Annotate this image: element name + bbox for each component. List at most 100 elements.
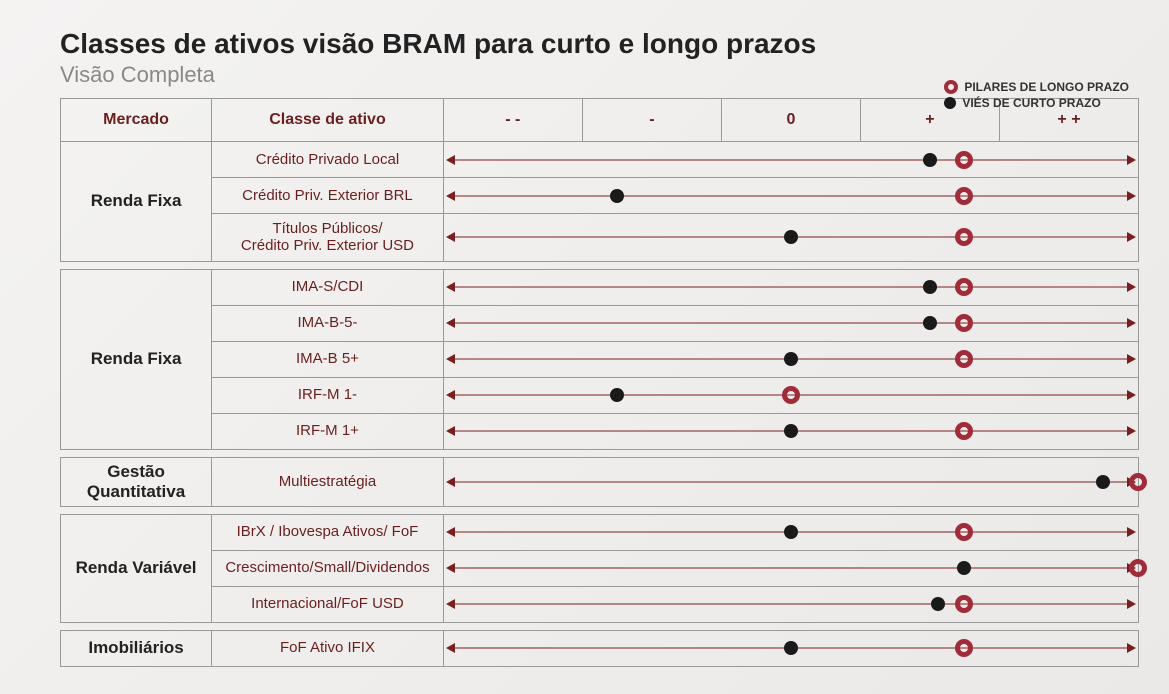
- table-row: Renda VariávelIBrX / Ibovespa Ativos/ Fo…: [61, 514, 1139, 550]
- long-term-ring: [955, 523, 973, 541]
- short-term-dot: [784, 525, 798, 539]
- arrow-right-icon: [1127, 232, 1136, 242]
- short-term-dot: [784, 424, 798, 438]
- mercado-cell: Gestão Quantitativa: [61, 457, 212, 506]
- classe-cell: IBrX / Ibovespa Ativos/ FoF: [212, 514, 444, 550]
- long-term-ring: [955, 595, 973, 613]
- mercado-cell: Renda Fixa: [61, 142, 212, 262]
- classe-cell: IRF-M 1+: [212, 413, 444, 449]
- legend: PILARES DE LONGO PRAZO VIÉS DE CURTO PRA…: [944, 80, 1129, 112]
- dot-icon: [944, 97, 956, 109]
- axis-cell: [443, 550, 1138, 586]
- table-row: Crescimento/Small/Dividendos: [61, 550, 1139, 586]
- axis-cell: [443, 178, 1138, 214]
- classe-cell: Crédito Privado Local: [212, 142, 444, 178]
- axis-cell: [443, 269, 1138, 305]
- long-term-ring: [955, 151, 973, 169]
- arrow-right-icon: [1127, 599, 1136, 609]
- long-term-ring: [955, 314, 973, 332]
- long-term-ring: [1129, 473, 1147, 491]
- legend-dot-label: VIÉS DE CURTO PRAZO: [962, 96, 1100, 110]
- arrow-left-icon: [446, 390, 455, 400]
- table-row: Crédito Priv. Exterior BRL: [61, 178, 1139, 214]
- long-term-ring: [782, 386, 800, 404]
- ring-icon: [944, 80, 958, 94]
- arrow-left-icon: [446, 527, 455, 537]
- long-term-ring: [955, 278, 973, 296]
- classe-cell: IRF-M 1-: [212, 377, 444, 413]
- arrow-left-icon: [446, 643, 455, 653]
- short-term-dot: [923, 316, 937, 330]
- short-term-dot: [784, 230, 798, 244]
- long-term-ring: [955, 350, 973, 368]
- classe-cell: Multiestratégia: [212, 457, 444, 506]
- arrow-left-icon: [446, 354, 455, 364]
- short-term-dot: [957, 561, 971, 575]
- arrow-left-icon: [446, 426, 455, 436]
- long-term-ring: [955, 228, 973, 246]
- long-term-ring: [1129, 559, 1147, 577]
- arrow-left-icon: [446, 155, 455, 165]
- col-scale-2: 0: [721, 99, 860, 142]
- table-row: Internacional/FoF USD: [61, 586, 1139, 622]
- axis-cell: [443, 586, 1138, 622]
- arrow-right-icon: [1127, 643, 1136, 653]
- long-term-ring: [955, 422, 973, 440]
- arrow-left-icon: [446, 477, 455, 487]
- short-term-dot: [784, 352, 798, 366]
- classe-cell: IMA-S/CDI: [212, 269, 444, 305]
- axis-cell: [443, 630, 1138, 666]
- table-row: Renda FixaIMA-S/CDI: [61, 269, 1139, 305]
- short-term-dot: [784, 641, 798, 655]
- classe-cell: Internacional/FoF USD: [212, 586, 444, 622]
- classe-cell: FoF Ativo IFIX: [212, 630, 444, 666]
- axis-cell: [443, 341, 1138, 377]
- arrow-left-icon: [446, 191, 455, 201]
- legend-ring-label: PILARES DE LONGO PRAZO: [964, 80, 1129, 94]
- table-row: Títulos Públicos/Crédito Priv. Exterior …: [61, 214, 1139, 262]
- col-scale-0: - -: [443, 99, 582, 142]
- mercado-cell: Renda Fixa: [61, 269, 212, 449]
- classe-cell: IMA-B-5-: [212, 305, 444, 341]
- arrow-left-icon: [446, 563, 455, 573]
- arrow-right-icon: [1127, 282, 1136, 292]
- arrow-left-icon: [446, 599, 455, 609]
- arrow-left-icon: [446, 318, 455, 328]
- table-row: Gestão QuantitativaMultiestratégia: [61, 457, 1139, 506]
- short-term-dot: [610, 189, 624, 203]
- table-row: IRF-M 1+: [61, 413, 1139, 449]
- axis-cell: [443, 305, 1138, 341]
- arrow-right-icon: [1127, 390, 1136, 400]
- table-row: IMA-B 5+: [61, 341, 1139, 377]
- asset-class-table: Mercado Classe de ativo - - - 0 + + + Re…: [60, 98, 1139, 667]
- arrow-right-icon: [1127, 527, 1136, 537]
- arrow-right-icon: [1127, 191, 1136, 201]
- table-row: IRF-M 1-: [61, 377, 1139, 413]
- arrow-right-icon: [1127, 354, 1136, 364]
- table-row: IMA-B-5-: [61, 305, 1139, 341]
- short-term-dot: [923, 280, 937, 294]
- table-row: Renda FixaCrédito Privado Local: [61, 142, 1139, 178]
- col-scale-1: -: [582, 99, 721, 142]
- classe-cell: IMA-B 5+: [212, 341, 444, 377]
- axis-cell: [443, 514, 1138, 550]
- axis-cell: [443, 377, 1138, 413]
- page-title: Classes de ativos visão BRAM para curto …: [60, 28, 1139, 60]
- arrow-right-icon: [1127, 426, 1136, 436]
- arrow-right-icon: [1127, 318, 1136, 328]
- arrow-left-icon: [446, 282, 455, 292]
- table-row: ImobiliáriosFoF Ativo IFIX: [61, 630, 1139, 666]
- mercado-cell: Renda Variável: [61, 514, 212, 622]
- axis-cell: [443, 457, 1138, 506]
- col-classe: Classe de ativo: [212, 99, 444, 142]
- classe-cell: Crescimento/Small/Dividendos: [212, 550, 444, 586]
- arrow-right-icon: [1127, 155, 1136, 165]
- short-term-dot: [923, 153, 937, 167]
- arrow-left-icon: [446, 232, 455, 242]
- short-term-dot: [931, 597, 945, 611]
- short-term-dot: [610, 388, 624, 402]
- col-mercado: Mercado: [61, 99, 212, 142]
- axis-cell: [443, 413, 1138, 449]
- mercado-cell: Imobiliários: [61, 630, 212, 666]
- axis-cell: [443, 142, 1138, 178]
